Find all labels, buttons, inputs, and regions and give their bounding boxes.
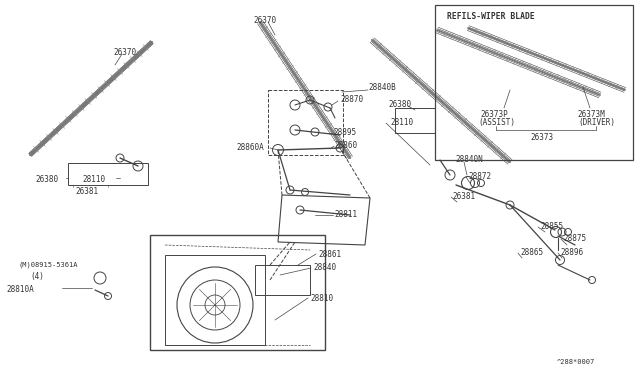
Bar xyxy=(395,108,435,133)
Text: 26381: 26381 xyxy=(452,192,475,201)
Text: 26373: 26373 xyxy=(530,133,553,142)
Text: 26380: 26380 xyxy=(388,100,411,109)
Text: 28872: 28872 xyxy=(468,172,491,181)
Text: 28865: 28865 xyxy=(520,248,543,257)
Text: 28896: 28896 xyxy=(560,248,583,257)
Bar xyxy=(435,5,633,160)
Text: 28110: 28110 xyxy=(82,175,105,184)
Text: 28860: 28860 xyxy=(334,141,357,150)
Text: 28840: 28840 xyxy=(313,263,336,272)
Text: 28875: 28875 xyxy=(563,234,586,243)
Text: 28855: 28855 xyxy=(540,222,563,231)
Text: ^288*0007: ^288*0007 xyxy=(557,359,595,365)
Text: 26380: 26380 xyxy=(35,175,58,184)
Text: (M)08915-5361A: (M)08915-5361A xyxy=(18,262,77,269)
Bar xyxy=(68,163,148,185)
Text: 28840N: 28840N xyxy=(455,155,483,164)
Text: REFILS-WIPER BLADE: REFILS-WIPER BLADE xyxy=(447,12,535,21)
Text: 28810A: 28810A xyxy=(6,285,34,294)
Text: 26370: 26370 xyxy=(253,16,276,25)
Text: (DRIVER): (DRIVER) xyxy=(578,118,615,127)
Text: 26370: 26370 xyxy=(113,48,136,57)
Text: (4): (4) xyxy=(30,272,44,281)
Text: 28861: 28861 xyxy=(318,250,341,259)
Bar xyxy=(150,235,325,350)
Text: 28860A: 28860A xyxy=(236,143,264,152)
Bar xyxy=(268,90,343,155)
Text: 28870: 28870 xyxy=(340,95,363,104)
Text: 28811: 28811 xyxy=(334,210,357,219)
Text: 28840B: 28840B xyxy=(368,83,396,92)
Text: 26373M: 26373M xyxy=(577,110,605,119)
Text: 28895: 28895 xyxy=(333,128,356,137)
Text: 26373P: 26373P xyxy=(480,110,508,119)
Text: 26381: 26381 xyxy=(75,187,98,196)
Text: 28810: 28810 xyxy=(310,294,333,303)
Text: (ASSIST): (ASSIST) xyxy=(478,118,515,127)
Text: 28110: 28110 xyxy=(390,118,413,127)
